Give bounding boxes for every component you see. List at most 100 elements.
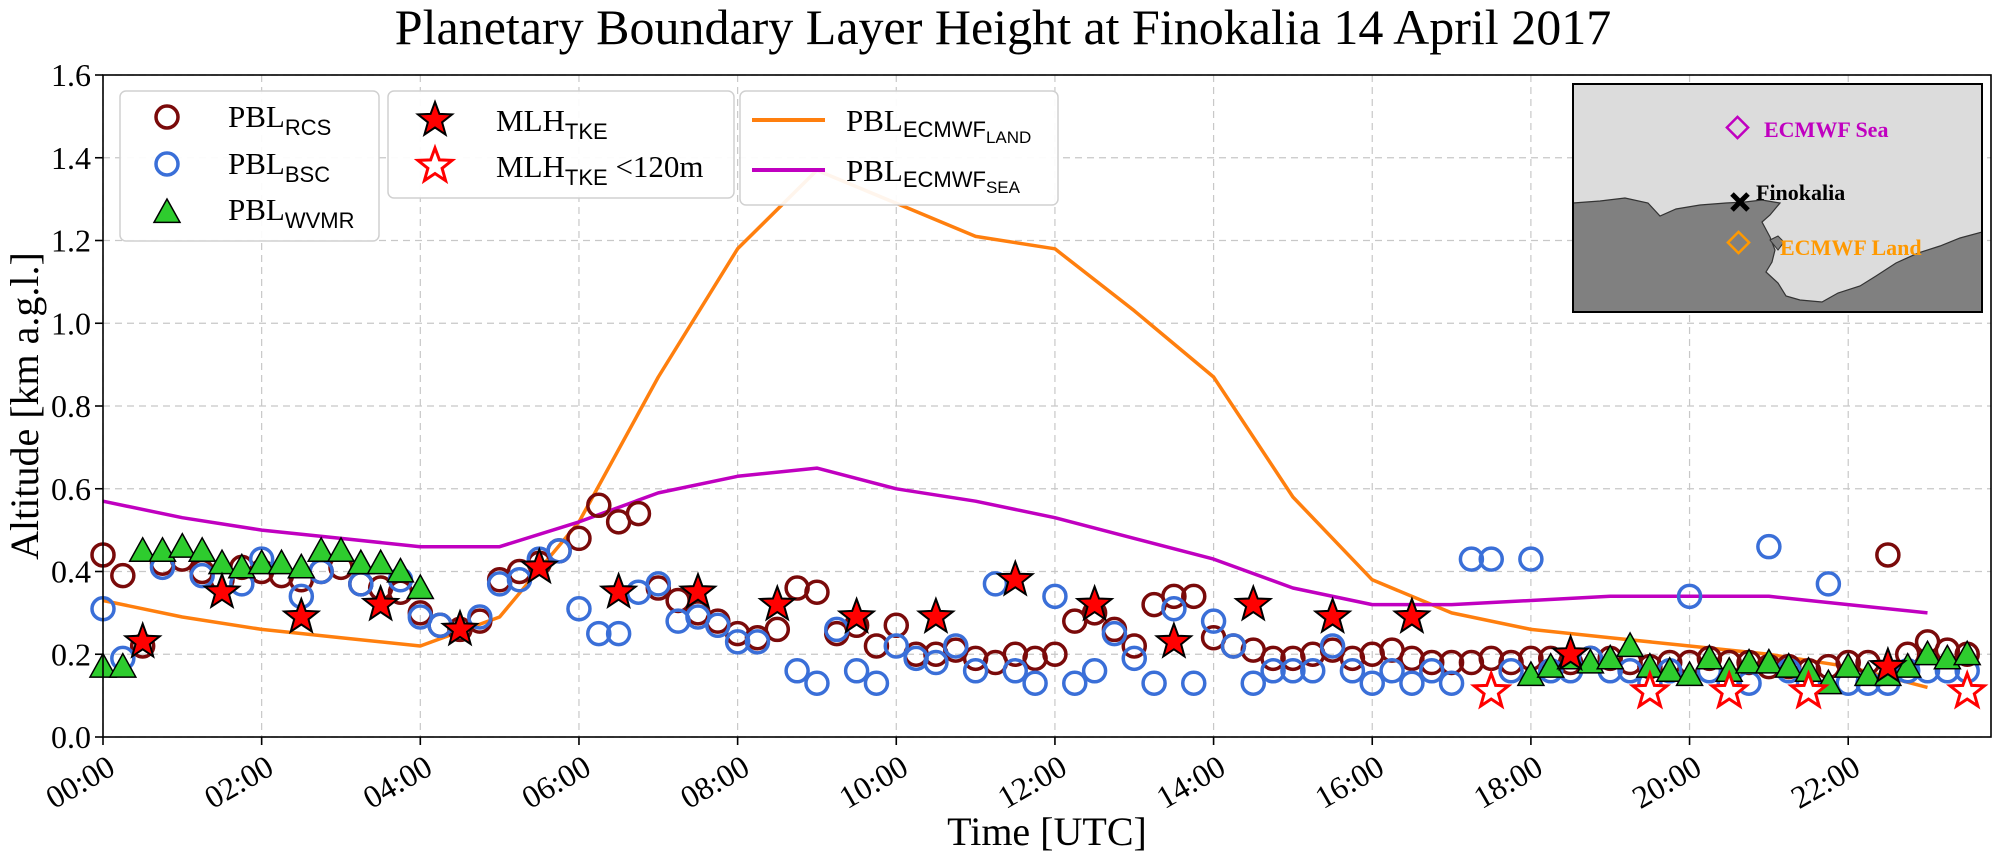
point-mlh-tke xyxy=(1312,596,1353,634)
legend-marker-mlh-tke xyxy=(415,99,455,137)
legend: PBLRCS PBLBSC PBLWVMR MLHTKE MLHTKE <120… xyxy=(119,90,1059,242)
legend-label-mlh-tke: MLHTKE xyxy=(496,103,608,144)
legend-marker-shape xyxy=(154,151,180,177)
point-pbl-wvmr xyxy=(227,552,257,579)
point-pbl-bsc xyxy=(883,633,910,659)
point-pbl-rcs xyxy=(764,616,791,643)
y-tick-label: 0.0 xyxy=(51,719,91,755)
point-mlh-tke xyxy=(598,571,639,610)
point-pbl-bsc xyxy=(1815,571,1842,597)
x-axis-title: Time [UTC] xyxy=(947,809,1147,854)
y-tick-label: 1.0 xyxy=(51,305,91,341)
point-pbl-bsc xyxy=(1042,583,1068,610)
point-pbl-bsc xyxy=(1101,620,1128,647)
point-pbl-wvmr xyxy=(108,652,138,678)
ecmwf-land-label: ECMWF Land xyxy=(1780,235,1922,260)
point-pbl-wvmr xyxy=(1536,652,1566,678)
point-pbl-bsc xyxy=(1260,658,1286,684)
legend-label-pbl-ecmwf-sea: PBLECMWFSEA xyxy=(846,153,1021,197)
point-pbl-bsc xyxy=(1518,546,1544,572)
point-mlh-tke xyxy=(757,583,798,622)
point-pbl-rcs xyxy=(1161,583,1187,610)
series-lines xyxy=(102,168,1928,690)
point-pbl-bsc xyxy=(1379,658,1405,684)
point-pbl-bsc xyxy=(943,633,969,659)
point-mlh-tke xyxy=(122,620,163,659)
ecmwf-sea-label: ECMWF Sea xyxy=(1764,117,1888,142)
legend-marker-shape xyxy=(413,143,457,185)
point-pbl-rcs xyxy=(1875,542,1901,568)
point-pbl-wvmr xyxy=(1655,656,1684,682)
inset-map-land xyxy=(1572,197,1983,313)
point-pbl-bsc xyxy=(724,629,751,655)
point-pbl-wvmr xyxy=(1913,639,1942,666)
point-pbl-wvmr xyxy=(386,556,415,583)
point-pbl-bsc xyxy=(1121,645,1148,672)
point-pbl-rcs xyxy=(586,492,612,519)
point-pbl-wvmr xyxy=(1754,647,1784,674)
series-line-pbl-ecmwf-sea xyxy=(102,466,1928,615)
inset-map-islet xyxy=(1769,235,1785,251)
point-pbl-bsc xyxy=(1299,658,1326,684)
point-mlh-tke xyxy=(916,596,956,634)
point-mlh-tke-120m xyxy=(1469,669,1513,710)
y-tick-label: 0.8 xyxy=(51,388,91,424)
point-mlh-tke xyxy=(1550,633,1591,672)
point-pbl-rcs xyxy=(804,579,830,605)
point-pbl-rcs xyxy=(110,562,136,589)
point-pbl-wvmr xyxy=(1675,660,1704,687)
legend-marker-shape xyxy=(152,197,182,224)
point-pbl-bsc xyxy=(923,649,949,676)
point-pbl-bsc xyxy=(1240,670,1267,696)
point-mlh-tke-120m xyxy=(1787,669,1830,710)
point-pbl-wvmr xyxy=(1516,660,1546,687)
point-pbl-bsc xyxy=(605,620,632,647)
legend-marker-shape xyxy=(154,104,180,130)
legend-label-mlh-tke-120m: MLHTKE <120m xyxy=(496,149,704,190)
point-pbl-wvmr xyxy=(128,536,157,562)
point-pbl-wvmr xyxy=(1695,643,1724,670)
chart-title: Planetary Boundary Layer Height at Finok… xyxy=(395,0,1611,55)
point-pbl-wvmr xyxy=(1576,647,1605,674)
point-pbl-bsc xyxy=(586,620,612,647)
point-pbl-wvmr xyxy=(1774,652,1803,678)
point-mlh-tke xyxy=(360,583,401,622)
point-mlh-tke-120m xyxy=(1945,669,1989,710)
legend-label-pbl-rcs: PBLRCS xyxy=(228,99,331,140)
legend-marker-shape xyxy=(415,99,455,137)
y-tick-label: 0.2 xyxy=(51,636,91,672)
point-pbl-bsc xyxy=(1399,670,1425,696)
point-pbl-bsc xyxy=(744,629,771,655)
point-pbl-bsc xyxy=(566,595,592,622)
legend-marker-mlh-tke-120m xyxy=(413,143,457,185)
ecmwf-land-marker xyxy=(1726,230,1751,255)
point-pbl-bsc xyxy=(1359,670,1385,696)
point-mlh-tke xyxy=(1154,620,1194,659)
finokalia-marker xyxy=(1730,192,1750,212)
point-pbl-bsc xyxy=(1438,670,1465,696)
point-pbl-bsc xyxy=(1062,670,1088,696)
point-pbl-wvmr xyxy=(346,548,376,575)
point-pbl-bsc xyxy=(1220,633,1247,659)
point-pbl-wvmr xyxy=(326,536,356,562)
series-line-pbl-ecmwf-land xyxy=(102,168,1928,690)
point-pbl-bsc xyxy=(1319,633,1346,659)
point-pbl-bsc xyxy=(982,571,1009,597)
point-pbl-bsc xyxy=(1081,658,1108,684)
point-pbl-wvmr xyxy=(168,532,197,558)
point-pbl-bsc xyxy=(1161,595,1187,622)
point-pbl-rcs xyxy=(566,525,592,552)
point-mlh-tke-120m xyxy=(1707,669,1751,710)
point-pbl-wvmr xyxy=(247,548,276,575)
point-pbl-bsc xyxy=(467,604,493,630)
point-pbl-rcs xyxy=(863,633,890,659)
point-mlh-tke xyxy=(519,546,560,585)
y-tick-label: 1.2 xyxy=(51,223,91,259)
legend-marker-pbl-wvmr xyxy=(152,197,182,224)
inset-map-frame xyxy=(1572,83,1983,313)
series-markers xyxy=(88,492,1989,710)
point-pbl-bsc xyxy=(784,658,810,684)
point-pbl-bsc xyxy=(1339,658,1366,684)
point-pbl-rcs xyxy=(1260,645,1286,672)
